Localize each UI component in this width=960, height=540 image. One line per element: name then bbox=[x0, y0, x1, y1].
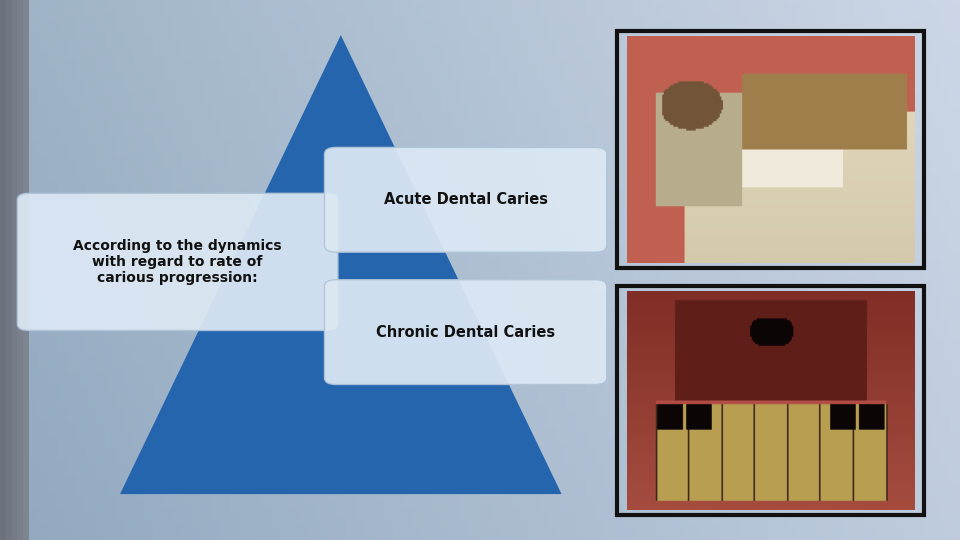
Text: Chronic Dental Caries: Chronic Dental Caries bbox=[376, 325, 555, 340]
FancyBboxPatch shape bbox=[17, 193, 338, 330]
Text: According to the dynamics
with regard to rate of
carious progression:: According to the dynamics with regard to… bbox=[73, 239, 282, 285]
FancyBboxPatch shape bbox=[324, 280, 607, 384]
FancyBboxPatch shape bbox=[324, 147, 607, 252]
Polygon shape bbox=[120, 35, 562, 494]
Text: Acute Dental Caries: Acute Dental Caries bbox=[384, 192, 547, 207]
